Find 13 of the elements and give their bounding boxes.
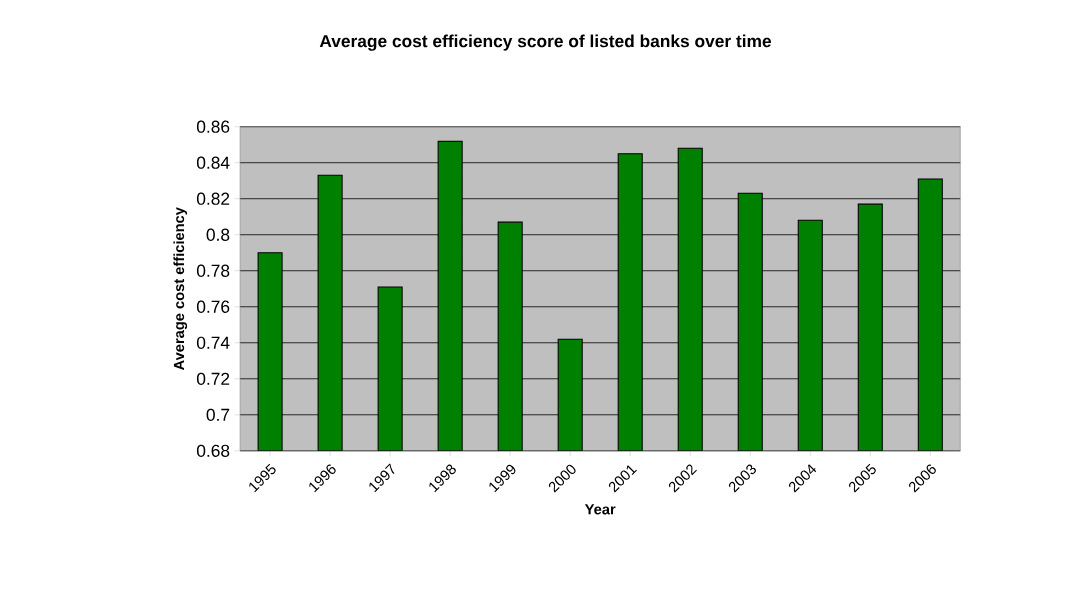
x-axis-title: Year	[584, 504, 616, 515]
y-tick-label: 0.74	[196, 336, 230, 350]
y-tick-label: 0.68	[196, 444, 230, 458]
y-tick-label: 0.84	[196, 156, 230, 170]
y-tick-label: 0.78	[196, 264, 230, 278]
chart-title: Average cost efficiency score of listed banks over time	[319, 34, 772, 52]
y-tick-label: 0.86	[196, 120, 230, 134]
y-tick-label: 0.72	[196, 372, 230, 386]
y-tick-label: 0.8	[206, 228, 230, 242]
y-tick-label: 0.82	[196, 192, 230, 206]
y-tick-label: 0.7	[206, 408, 230, 422]
y-axis-title: Average cost efficiency	[173, 207, 188, 371]
y-tick-label: 0.76	[196, 300, 230, 314]
